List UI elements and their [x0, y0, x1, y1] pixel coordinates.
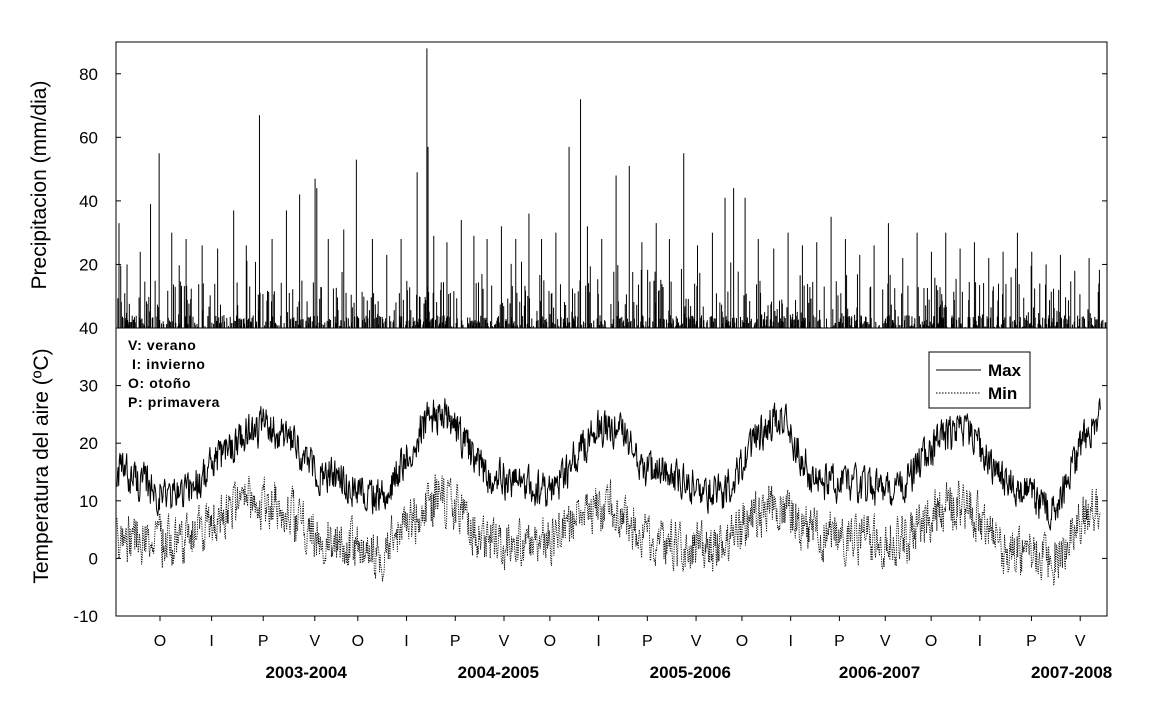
season-note-invierno: I: invierno — [132, 356, 206, 372]
season-label: I — [978, 633, 982, 650]
precip-y-tick-label: 40 — [79, 192, 98, 211]
season-label: I — [596, 633, 600, 650]
temperature-line-min — [116, 473, 1101, 587]
temperature-panel: -10 0 10 20 30 Temperatura del aire (ºC) V: … — [30, 327, 1108, 626]
year-label: 2007-2008 — [1031, 663, 1112, 682]
season-label: I — [404, 633, 408, 650]
season-label: O — [925, 633, 937, 650]
temp-y-tick-label: 10 — [79, 492, 98, 511]
precip-y-tick-label: 20 — [79, 255, 98, 274]
legend-max-label: Max — [988, 361, 1022, 380]
precipitation-bars — [117, 48, 1107, 328]
temp-y-tick-label: 20 — [79, 434, 98, 453]
precipitation-y-ticks: 40 20 40 60 80 — [79, 65, 1107, 338]
precipitation-panel: 40 20 40 60 80 Precipitacion (mm/dia) — [28, 41, 1108, 338]
season-label: V — [1075, 633, 1086, 650]
season-label: V — [691, 633, 702, 650]
season-notes: V: verano I: invierno O: otoño P: primav… — [128, 337, 220, 410]
year-label: 2006-2007 — [839, 663, 920, 682]
year-axis-labels: 2003-2004 2004-2005 2005-2006 2006-2007 2007… — [266, 663, 1113, 682]
season-label: P — [450, 633, 461, 650]
temperature-frame — [115, 327, 1108, 617]
season-label: O — [544, 633, 556, 650]
season-label: O — [352, 633, 364, 650]
temp-y-tick-label: 0 — [89, 549, 98, 568]
temp-y-tick-label: 30 — [79, 377, 98, 396]
season-note-otono: O: otoño — [128, 375, 191, 391]
season-note-primavera: P: primavera — [128, 394, 220, 410]
year-label: 2005-2006 — [650, 663, 731, 682]
season-note-verano: V: verano — [128, 337, 196, 353]
temperature-line-max — [116, 398, 1101, 531]
season-label: P — [258, 633, 269, 650]
season-label: P — [642, 633, 653, 650]
precipitation-axis-title: Precipitacion (mm/dia) — [28, 81, 51, 290]
precip-y-tick-label: 80 — [79, 65, 98, 84]
precipitation-frame — [115, 41, 1108, 329]
temperature-axis-title: Temperatura del aire (ºC) — [30, 348, 53, 583]
legend-min-label: Min — [988, 384, 1017, 403]
temperature-y-ticks: -10 0 10 20 30 — [73, 377, 1107, 626]
season-label: V — [309, 633, 320, 650]
legend-box — [928, 351, 1031, 409]
legend: Max Min — [928, 351, 1031, 409]
temp-y-tick-label: -10 — [73, 607, 98, 626]
season-label: V — [499, 633, 510, 650]
season-label: P — [834, 633, 845, 650]
precip-y-tick-label: 60 — [79, 128, 98, 147]
precip-y-tick-label: 40 — [79, 319, 98, 338]
season-label: I — [788, 633, 792, 650]
year-label: 2003-2004 — [266, 663, 348, 682]
temperature-series — [116, 398, 1101, 587]
year-label: 2004-2005 — [458, 663, 539, 682]
season-label: O — [154, 633, 166, 650]
season-label: V — [880, 633, 891, 650]
season-label: O — [736, 633, 748, 650]
season-label: I — [209, 633, 213, 650]
season-label: P — [1026, 633, 1037, 650]
